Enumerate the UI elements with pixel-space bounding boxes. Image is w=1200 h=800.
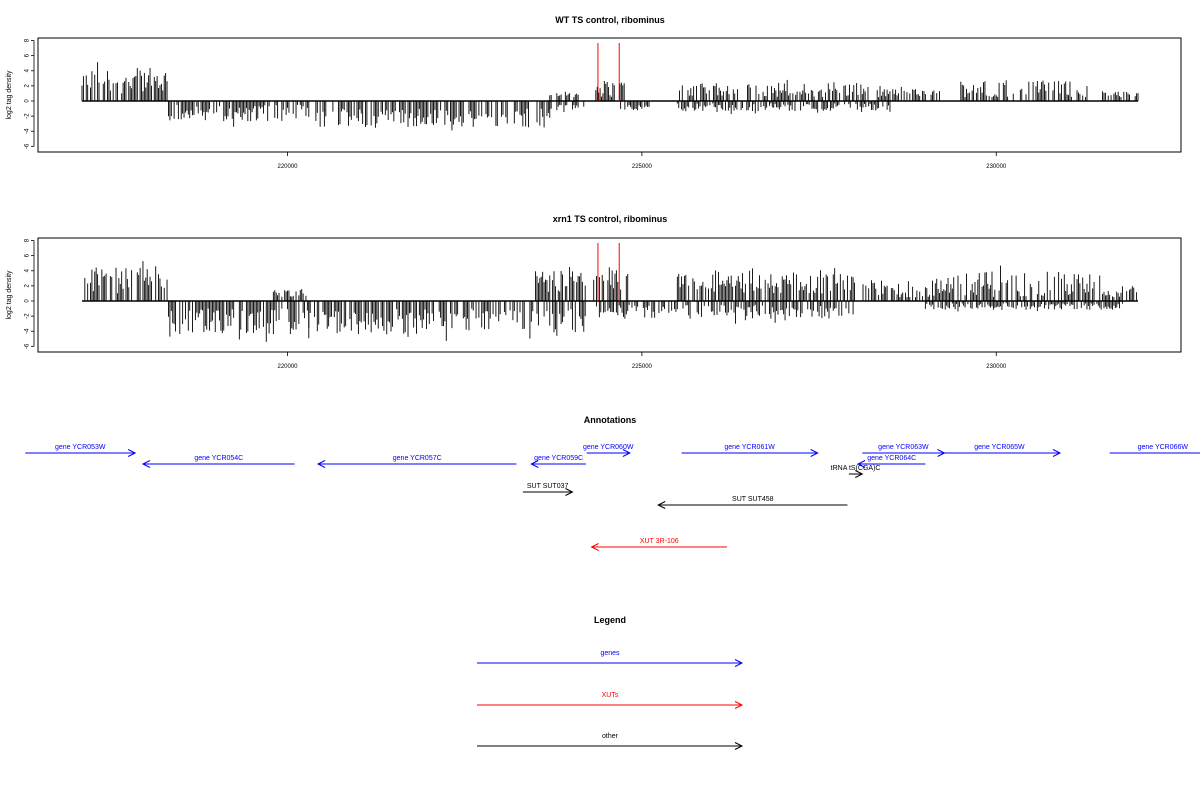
- y-tick-label: -4: [25, 128, 31, 134]
- annotation-label: gene YCR065W: [974, 444, 1025, 451]
- legend-entry: XUTs: [477, 692, 744, 709]
- plot-frame: [37, 237, 1182, 353]
- y-tick-label: -2: [25, 113, 31, 119]
- arrow-head: [590, 543, 599, 551]
- annotation-items: gene YCR053W gene YCR054C gene YCR057C gene…: [25, 444, 1200, 551]
- arrow-head: [565, 488, 574, 496]
- x-tick-label: 225000: [632, 364, 653, 370]
- annotation-label: gene YCR064C: [867, 455, 916, 462]
- y-tick-label: 2: [25, 84, 31, 88]
- annotation-arrow: gene YCR059C: [530, 455, 586, 468]
- x-tick-label: 220000: [278, 164, 299, 170]
- annotation-arrow: gene YCR057C: [316, 455, 517, 468]
- x-tick-label: 230000: [986, 164, 1007, 170]
- annotation-label: gene YCR053W: [55, 444, 106, 451]
- y-tick-label: 8: [25, 238, 31, 242]
- annotation-label: gene YCR057C: [393, 455, 442, 462]
- y-tick-label: 2: [25, 284, 31, 288]
- y-tick-label: 6: [25, 253, 31, 257]
- arrow-head: [622, 449, 631, 457]
- arrow-head: [316, 460, 326, 468]
- xrn1-coverage-panel: xrn1 TS control, ribominus log2 tag dens…: [6, 214, 1182, 370]
- axes-group: -6 -4 -2 0 2 4 6 8 220000 225000 230000: [25, 238, 1138, 370]
- annotation-label: tRNA tS(CGA)C: [831, 465, 881, 472]
- annotation-arrow: gene YCR064C: [856, 455, 926, 468]
- legend-entry: genes: [477, 650, 744, 667]
- annotation-label: XUT 3R-106: [640, 538, 679, 545]
- bars-group: [81, 62, 1139, 131]
- annotation-arrow: gene YCR066W: [1109, 444, 1200, 454]
- y-tick-label: -6: [25, 143, 31, 149]
- y-tick-label: -6: [25, 343, 31, 349]
- arrow-head: [141, 460, 151, 468]
- annotation-label: SUT SUT037: [527, 483, 569, 490]
- x-tick-label: 225000: [632, 164, 653, 170]
- legend-label: genes: [600, 650, 620, 657]
- arrow-head: [530, 460, 539, 468]
- y-tick-label: 0: [25, 299, 31, 303]
- annotation-arrow: tRNA tS(CGA)C: [831, 465, 881, 478]
- annotation-arrow: SUT SUT458: [657, 496, 848, 509]
- annotation-arrow: gene YCR053W: [25, 444, 137, 457]
- panel-title: xrn1 TS control, ribominus: [553, 214, 668, 224]
- annotation-label: gene YCR061W: [724, 444, 775, 451]
- annotation-arrow: gene YCR065W: [938, 444, 1062, 457]
- y-tick-label: 4: [25, 268, 31, 272]
- annotation-label: gene YCR063W: [878, 444, 929, 451]
- y-tick-label: 0: [25, 99, 31, 103]
- annotation-label: SUT SUT458: [732, 496, 774, 503]
- arrow-head: [855, 470, 864, 478]
- arrow-head: [810, 449, 819, 457]
- panel-title: WT TS control, ribominus: [555, 15, 665, 25]
- legend-items: genes XUTs other: [477, 650, 744, 750]
- arrow-head: [657, 501, 666, 509]
- y-tick-label: -2: [25, 313, 31, 319]
- arrow-head: [734, 742, 744, 750]
- y-tick-label: 4: [25, 68, 31, 72]
- arrow-head: [734, 659, 744, 667]
- legend-label: other: [602, 733, 619, 740]
- x-tick-label: 220000: [278, 364, 299, 370]
- annotation-label: gene YCR060W: [583, 444, 634, 451]
- y-tick-label: 6: [25, 53, 31, 57]
- annotations-title: Annotations: [584, 415, 637, 425]
- y-axis-label: log2 tag density: [6, 270, 13, 320]
- y-tick-label: -4: [25, 328, 31, 334]
- annotation-arrow: gene YCR054C: [141, 455, 295, 468]
- legend-entry: other: [477, 733, 744, 750]
- annotation-arrow: XUT 3R-106: [590, 538, 727, 551]
- arrow-head: [856, 460, 866, 468]
- annotation-arrow: gene YCR060W: [583, 444, 634, 457]
- legend-title: Legend: [594, 615, 626, 625]
- legend-panel: Legend genes XUTs other: [477, 615, 744, 750]
- legend-label: XUTs: [602, 692, 619, 699]
- arrow-head: [734, 701, 744, 709]
- bars-group: [84, 261, 1138, 342]
- y-tick-label: 8: [25, 38, 31, 42]
- annotation-label: gene YCR066W: [1138, 444, 1189, 451]
- axes-group: -6 -4 -2 0 2 4 6 8 220000 225000 230000: [25, 38, 1138, 170]
- annotation-arrow: gene YCR061W: [681, 444, 819, 457]
- arrow-head: [1052, 449, 1062, 457]
- y-axis-label: log2 tag density: [6, 70, 13, 120]
- x-tick-label: 230000: [986, 364, 1007, 370]
- plot-frame: [37, 37, 1182, 153]
- annotation-label: gene YCR059C: [534, 455, 583, 462]
- annotation-arrow: SUT SUT037: [522, 483, 574, 496]
- arrow-head: [127, 449, 137, 457]
- wt-coverage-panel: WT TS control, ribominus log2 tag densit…: [6, 15, 1182, 170]
- annotation-label: gene YCR054C: [194, 455, 243, 462]
